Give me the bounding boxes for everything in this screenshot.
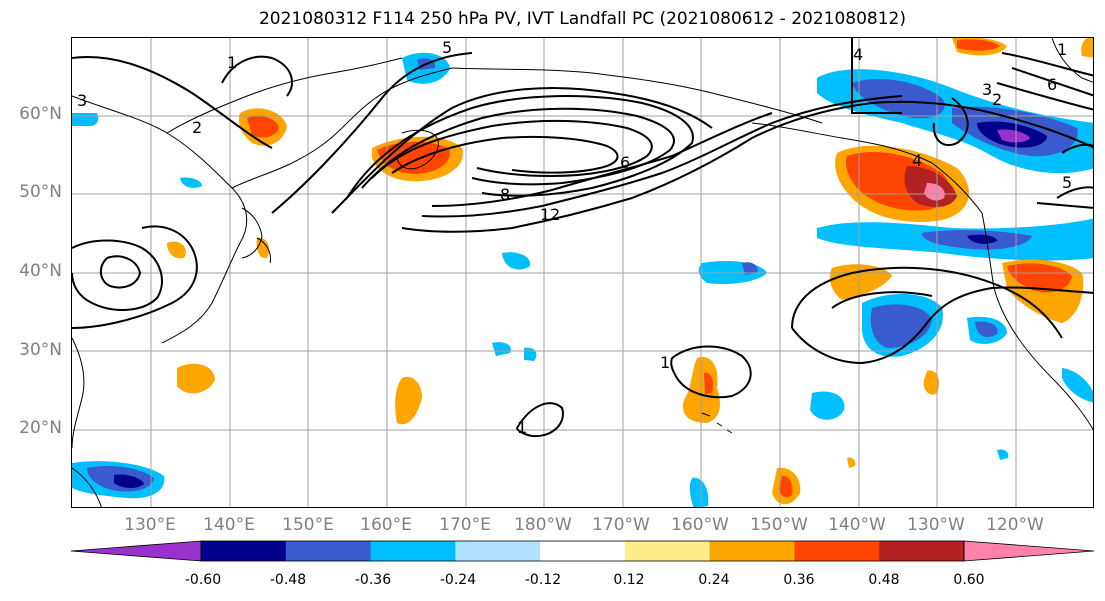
- contour-label: 6: [1047, 75, 1057, 94]
- colorbar-tick: 0.48: [868, 572, 900, 588]
- lon-label-130w: 130°W: [907, 515, 965, 535]
- colorbar-segment: [624, 541, 711, 561]
- contour-label: 1: [540, 205, 550, 224]
- lon-label-170w: 170°W: [592, 515, 650, 535]
- lon-label-130e: 130°E: [124, 515, 176, 535]
- lon-label-150e: 150°E: [282, 515, 334, 535]
- contour-label: 2: [992, 90, 1002, 109]
- colorbar-tick: 0.24: [698, 572, 730, 588]
- colorbar-segment: [794, 541, 880, 561]
- contour-label: 4: [912, 151, 922, 170]
- figure-title: 2021080312 F114 250 hPa PV, IVT Landfall…: [258, 9, 906, 29]
- contour-labels: 1 2 3 5 6 8 1 2 4 2 3 6 1 5 4 1 1: [77, 38, 1072, 437]
- contour-label: 3: [77, 91, 87, 110]
- colorbar-segment: [455, 541, 541, 561]
- contour-label: 6: [620, 153, 630, 172]
- contour-label: 2: [550, 205, 560, 224]
- lon-label-170e: 170°E: [439, 515, 491, 535]
- lat-label-30n: 30°N: [19, 340, 62, 360]
- colorbar-segments: [70, 540, 1095, 562]
- colorbar-extend-max: [963, 540, 1095, 562]
- colorbar-tick: -0.60: [184, 572, 222, 588]
- contour-label: 4: [853, 45, 863, 64]
- coastlines: [72, 38, 1093, 507]
- pv-contours: [72, 38, 1093, 438]
- colorbar-segment: [540, 541, 626, 561]
- contour-label: 5: [442, 38, 452, 57]
- contour-label: 1: [517, 418, 527, 437]
- graticule: [72, 38, 1093, 507]
- colorbar: [70, 540, 1095, 562]
- colorbar-segment: [285, 541, 372, 561]
- colorbar-tick: 0.36: [783, 572, 815, 588]
- lat-label-20n: 20°N: [19, 418, 62, 438]
- colorbar-tick: 0.12: [613, 572, 645, 588]
- lat-label-40n: 40°N: [19, 261, 62, 281]
- contour-label: 3: [982, 80, 992, 99]
- contour-label: 2: [192, 118, 202, 137]
- lat-label-50n: 50°N: [19, 182, 62, 202]
- contour-label: 1: [660, 353, 670, 372]
- colorbar-segment: [709, 541, 795, 561]
- lat-label-60n: 60°N: [19, 104, 62, 124]
- lon-label-160w: 160°W: [671, 515, 729, 535]
- colorbar-tick: -0.24: [439, 572, 477, 588]
- colorbar-tick: -0.36: [354, 572, 392, 588]
- lon-label-160e: 160°E: [360, 515, 412, 535]
- lon-label-140e: 140°E: [203, 515, 255, 535]
- colorbar-tick: -0.12: [524, 572, 562, 588]
- map-panel: 1 2 3 5 6 8 1 2 4 2 3 6 1 5 4 1 1: [71, 37, 1094, 508]
- lon-label-180w: 180°W: [514, 515, 572, 535]
- anomaly-fills: [72, 38, 1093, 507]
- colorbar-border: [200, 540, 965, 562]
- lon-label-140w: 140°W: [828, 515, 886, 535]
- colorbar-extend-min: [70, 540, 202, 562]
- colorbar-segment: [879, 541, 965, 561]
- colorbar-segment: [370, 541, 456, 561]
- contour-label: 8: [500, 185, 510, 204]
- contour-label: 5: [1062, 173, 1072, 192]
- lon-label-150w: 150°W: [750, 515, 808, 535]
- contour-label: 1: [1057, 40, 1067, 59]
- colorbar-segment: [201, 541, 287, 561]
- lon-label-120w: 120°W: [986, 515, 1044, 535]
- colorbar-tick: 0.60: [953, 572, 985, 588]
- contour-label: 1: [227, 53, 237, 72]
- colorbar-tick: -0.48: [269, 572, 307, 588]
- map-canvas: 1 2 3 5 6 8 1 2 4 2 3 6 1 5 4 1 1: [72, 38, 1093, 507]
